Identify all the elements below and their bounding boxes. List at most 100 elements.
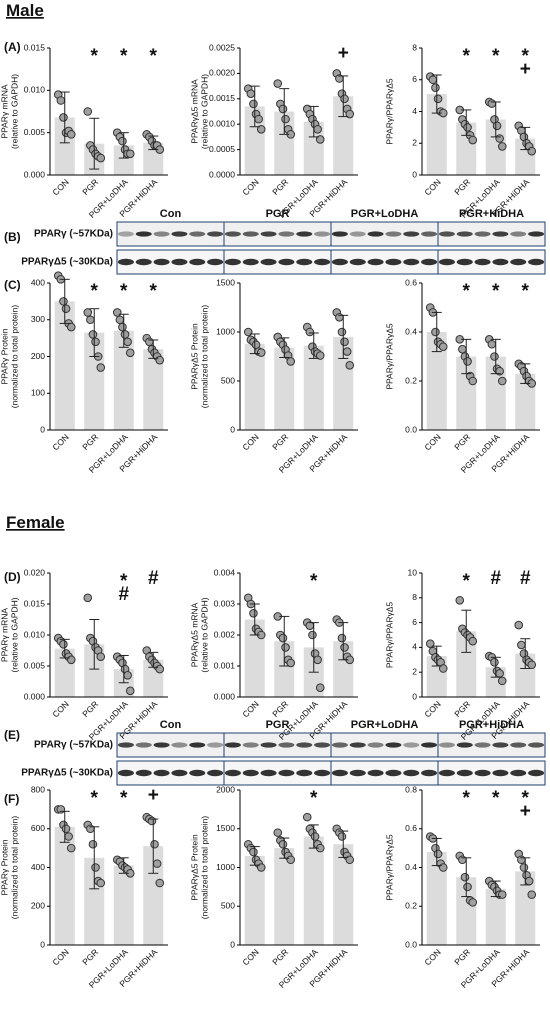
data-point <box>497 890 507 899</box>
data-point <box>281 114 290 124</box>
blot-band <box>171 742 188 748</box>
y-axis-label: (relative to GAPDH) <box>199 74 209 149</box>
significance-mark: * <box>150 46 158 67</box>
y-tick-label: 8 <box>412 592 417 602</box>
x-tick-label: CON <box>422 699 442 719</box>
blot-band <box>456 769 473 777</box>
bar <box>244 106 265 175</box>
significance-mark: * <box>463 46 471 67</box>
bar <box>485 119 506 175</box>
bar <box>274 347 295 430</box>
blot-band <box>296 258 313 266</box>
y-tick-label: 2 <box>412 138 417 148</box>
blot-band <box>314 742 331 748</box>
y-tick-label: 4 <box>412 642 417 652</box>
blot-band <box>349 258 366 266</box>
y-tick-label: 0.015 <box>24 42 46 52</box>
blot-band <box>314 231 331 237</box>
data-point <box>310 832 320 841</box>
blot-band <box>278 231 295 237</box>
data-point <box>455 595 465 605</box>
data-point <box>302 812 312 822</box>
bar <box>426 852 447 945</box>
blot-band <box>260 769 277 777</box>
x-tick-label: CON <box>240 177 260 197</box>
y-tick-label: 600 <box>31 823 45 833</box>
blot-band <box>171 231 188 237</box>
data-point <box>497 376 507 386</box>
y-tick-label: 0.0025 <box>209 42 235 52</box>
blot-band <box>367 742 384 748</box>
data-point <box>335 313 344 322</box>
y-axis-label: PPARγΔ5 Protein <box>189 834 199 901</box>
y-tick-label: 0 <box>40 424 45 434</box>
data-point <box>56 96 66 105</box>
blot-group-label: PGR <box>266 719 290 731</box>
significance-mark: + <box>148 785 159 806</box>
blot-band <box>421 742 438 748</box>
x-tick-label: PGR <box>80 947 100 967</box>
data-point <box>468 376 478 386</box>
y-tick-label: 200 <box>31 901 45 911</box>
blot-band <box>171 258 188 266</box>
blot-band <box>224 769 241 777</box>
y-tick-label: 500 <box>221 375 235 385</box>
blot-row-label: PPARγΔ5 (~30KDa) <box>21 768 113 779</box>
data-point <box>83 593 93 603</box>
x-tick-label: CON <box>240 947 260 967</box>
data-point <box>59 640 68 649</box>
x-tick-label: CON <box>422 177 442 197</box>
blot-band <box>260 258 277 266</box>
significance-mark: * <box>310 788 318 809</box>
data-point <box>438 342 448 352</box>
y-tick-label: 0 <box>412 691 417 701</box>
y-axis-label: PPARγΔ5 mRNA <box>189 602 199 667</box>
blot-band <box>438 231 455 237</box>
data-point <box>345 361 355 370</box>
bar <box>303 345 324 430</box>
blot-band <box>153 231 170 237</box>
data-point <box>278 104 288 114</box>
bar <box>485 888 506 945</box>
y-tick-label: 0.0020 <box>209 68 235 78</box>
significance-mark: * <box>522 788 530 809</box>
blot-band <box>260 742 277 748</box>
blot-band <box>385 231 402 237</box>
x-tick-label: PGR <box>452 947 472 967</box>
x-tick-label: PGR <box>80 699 100 719</box>
blot-band <box>474 231 491 237</box>
bar <box>244 343 265 430</box>
significance-mark: + <box>520 801 531 822</box>
data-point <box>125 686 135 696</box>
data-point <box>155 355 165 365</box>
bar <box>274 641 295 697</box>
significance-mark: * <box>492 281 500 302</box>
y-axis-label: (relative to GAPDH) <box>9 597 19 672</box>
blot-band <box>421 769 438 777</box>
significance-mark: * <box>120 281 128 302</box>
bar <box>54 301 75 430</box>
data-point <box>273 79 283 88</box>
blot-band <box>153 742 170 748</box>
significance-mark: * <box>492 788 500 809</box>
data-point <box>458 344 467 354</box>
significance-mark: * <box>120 788 128 809</box>
blot-band <box>510 231 527 237</box>
blot-band <box>528 258 545 266</box>
blot-band <box>242 258 259 266</box>
data-point <box>524 876 534 886</box>
data-point <box>433 94 443 104</box>
y-tick-label: 0.4 <box>405 862 417 872</box>
blot-band <box>421 258 438 266</box>
y-tick-label: 1500 <box>216 823 235 833</box>
blot-band <box>207 769 224 777</box>
y-tick-label: 0.015 <box>24 598 46 608</box>
y-tick-label: 0.000 <box>214 691 236 701</box>
data-point <box>88 839 98 849</box>
data-point <box>249 609 258 618</box>
significance-mark: * <box>91 46 99 67</box>
blot-band <box>153 769 170 777</box>
y-tick-label: 800 <box>31 784 45 794</box>
data-point <box>64 832 73 841</box>
data-point <box>278 633 288 643</box>
